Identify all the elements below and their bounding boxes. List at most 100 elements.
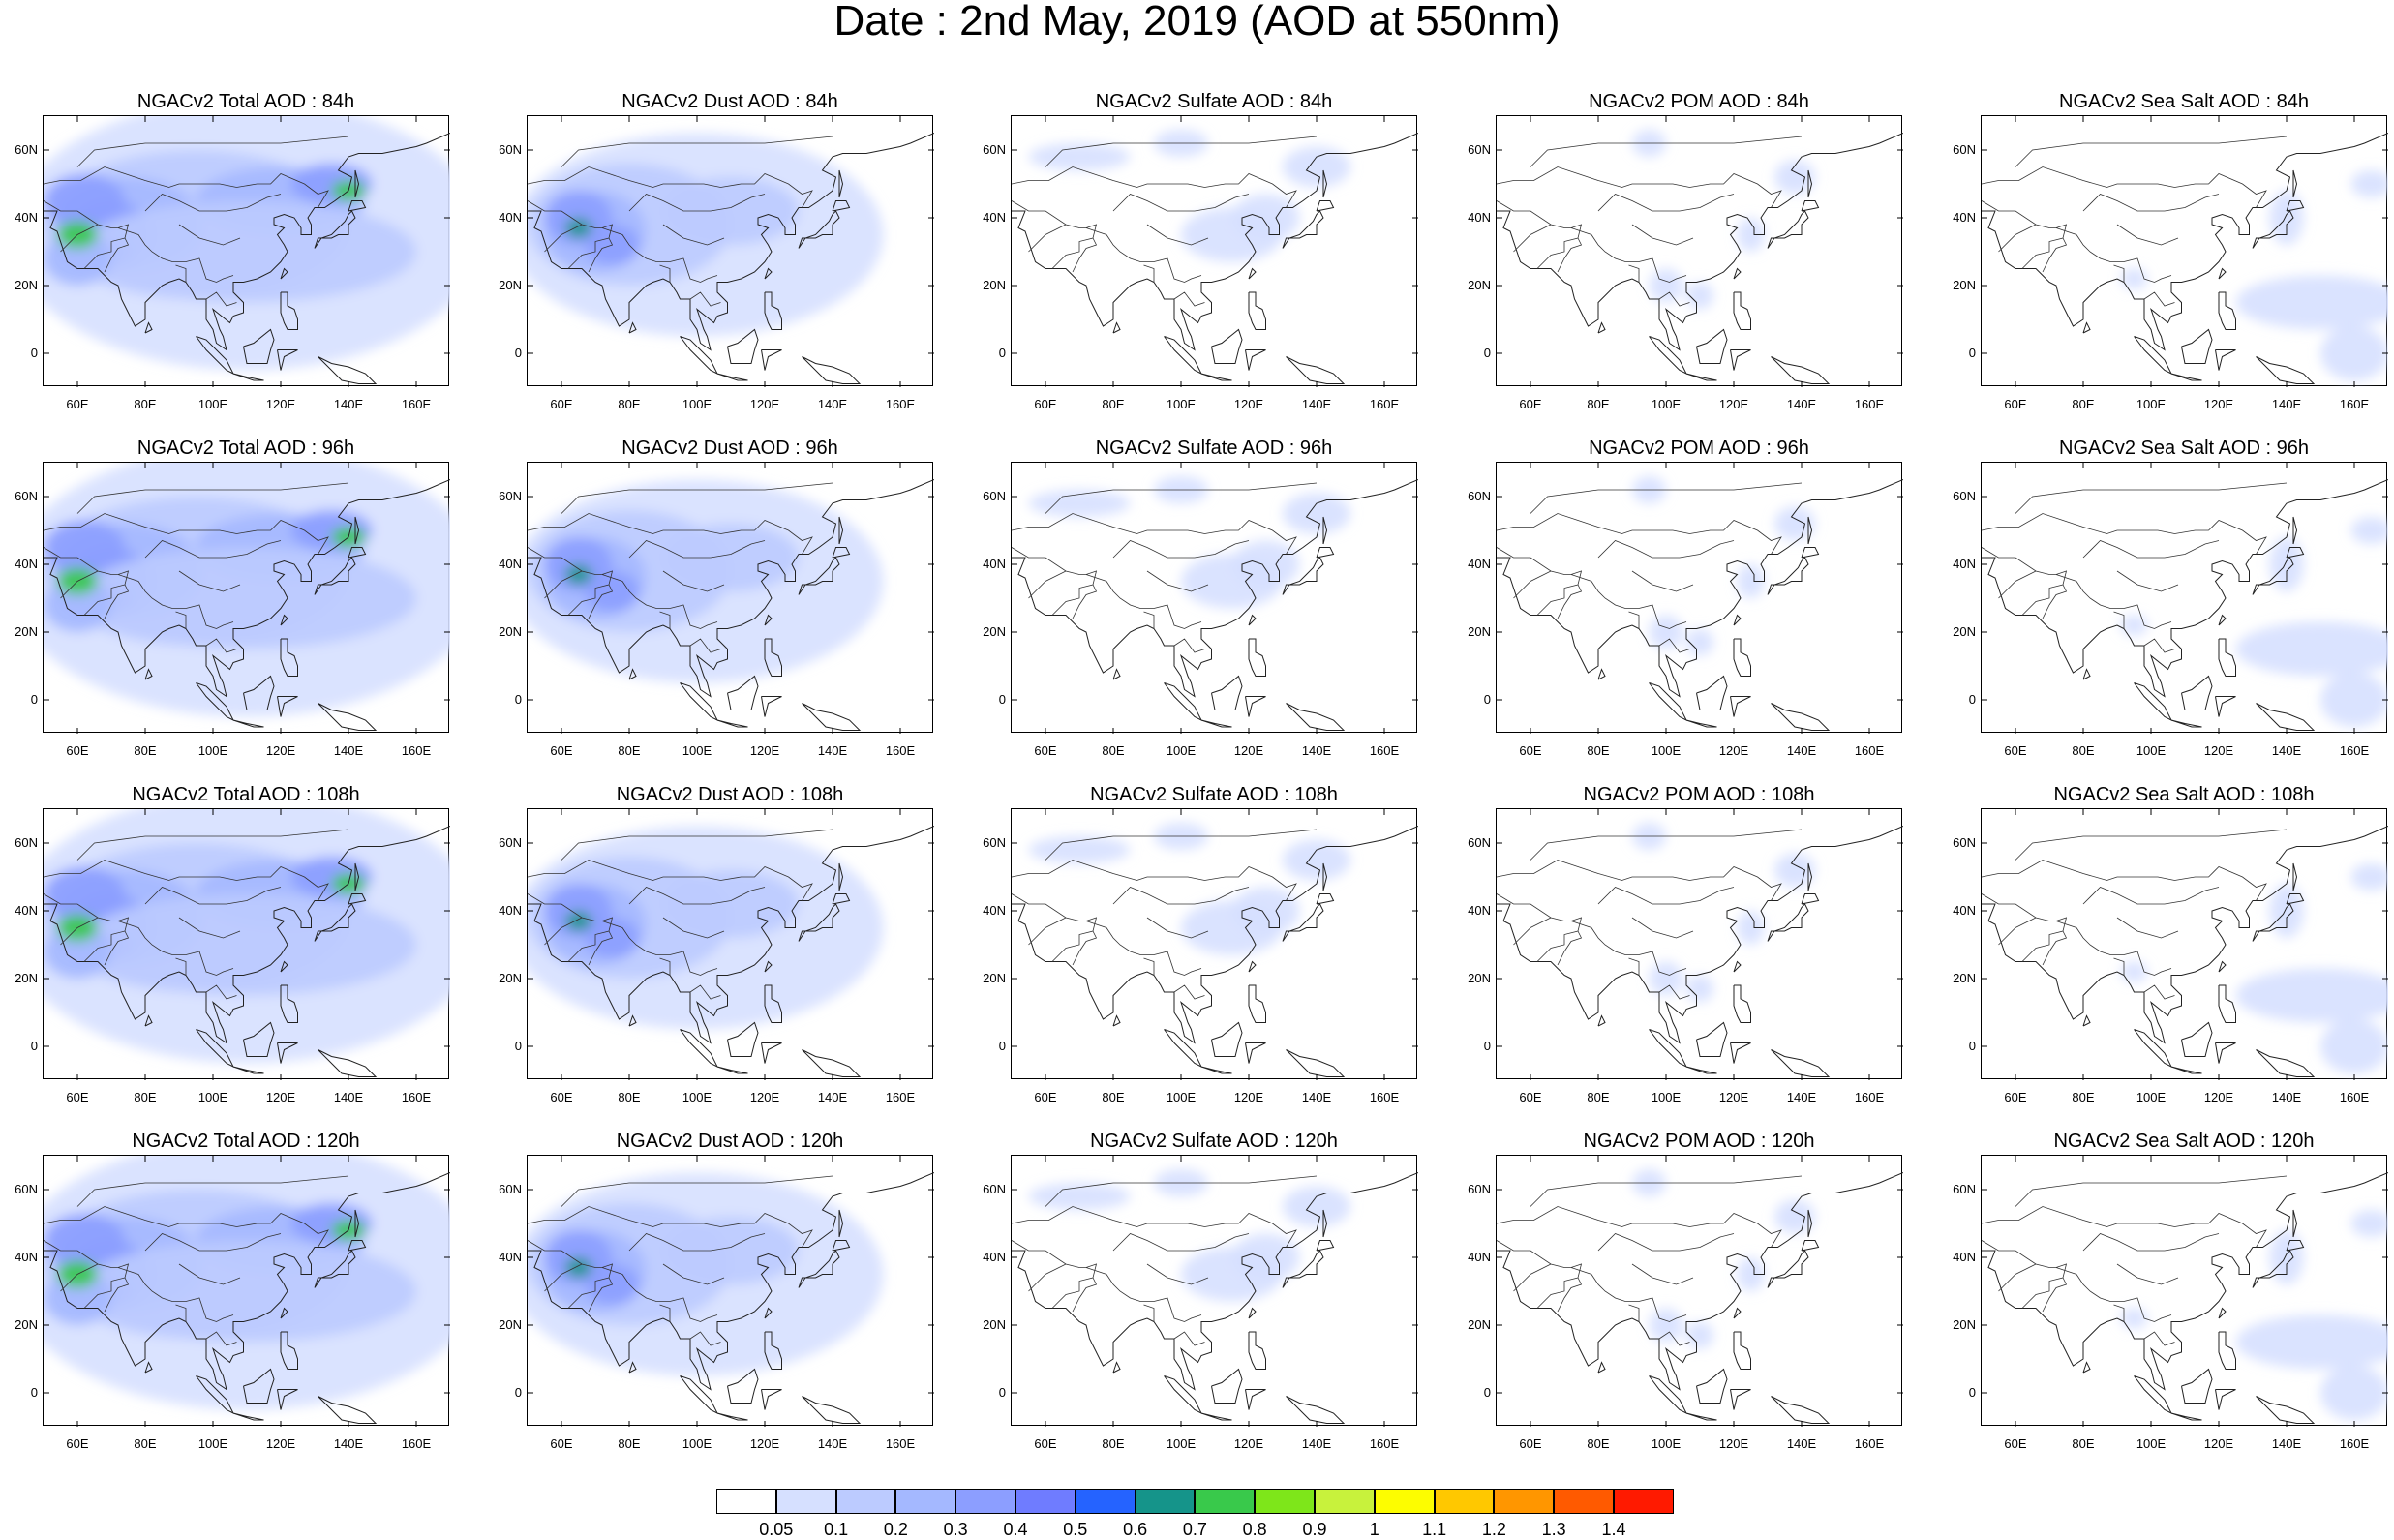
panel-title: NGACv2 Dust AOD : 96h: [621, 438, 838, 459]
y-tick-label: 20N: [15, 624, 38, 639]
aod-plume: [1774, 506, 1815, 541]
aod-plume: [1686, 1321, 1713, 1349]
colorbar-swatch: [1554, 1489, 1614, 1514]
y-tick-label: 40N: [499, 557, 522, 571]
x-tick-label: 100E: [1166, 1090, 1197, 1104]
aod-plume: [1231, 887, 1300, 935]
country-borders: [528, 482, 833, 653]
coastline: [1982, 826, 2388, 1077]
colorbar-label: 0.3: [943, 1520, 968, 1539]
colorbar-swatch: [1494, 1489, 1555, 1514]
y-tick-label: 60N: [499, 142, 522, 157]
x-tick-label: 120E: [749, 1436, 780, 1451]
colorbar-swatch: [1135, 1489, 1196, 1514]
colorbar-swatch: [1315, 1489, 1375, 1514]
x-tick-label: 100E: [1166, 397, 1197, 411]
x-tick-label: 140E: [333, 397, 364, 411]
aod-plume: [564, 564, 592, 585]
colorbar-swatch: [895, 1489, 956, 1514]
y-tick-label: 60N: [983, 835, 1006, 850]
coastline: [1497, 479, 1903, 731]
coastline: [528, 133, 934, 384]
y-tick-label: 20N: [983, 278, 1006, 292]
country-borders: [1012, 1175, 1318, 1346]
aod-plumes: [1028, 476, 1350, 609]
aod-field: [1012, 463, 1418, 734]
aod-field: [1012, 116, 1418, 387]
aod-plume: [2269, 537, 2304, 591]
map-frame: 60N 40N 20N 0 60E 80E 100E 120E 140E 160E: [15, 115, 450, 411]
panel-title: NGACv2 Sea Salt AOD : 108h: [2053, 784, 2315, 805]
y-tick-label: 20N: [1468, 278, 1491, 292]
coastline: [1497, 133, 1903, 384]
x-tick-label: 60E: [66, 397, 89, 411]
aod-plume: [1028, 1183, 1131, 1210]
y-tick-label: 20N: [499, 1317, 522, 1332]
aod-plumes: [1632, 476, 1815, 656]
panel-title: NGACv2 POM AOD : 120h: [1583, 1131, 1815, 1152]
aod-plume: [1686, 975, 1713, 1003]
x-tick-label: 80E: [1102, 1090, 1125, 1104]
coastline: [1497, 1172, 1903, 1424]
panel-title: NGACv2 Total AOD : 120h: [132, 1131, 360, 1152]
aod-plume: [1737, 564, 1765, 598]
x-tick-label: 140E: [1786, 743, 1817, 758]
panel-title: NGACv2 Sea Salt AOD : 84h: [2059, 91, 2309, 112]
y-tick-label: 20N: [1468, 624, 1491, 639]
y-tick-label: 60N: [15, 835, 38, 850]
x-tick-label: 100E: [197, 1436, 228, 1451]
country-borders: [1982, 482, 2288, 653]
y-tick-label: 60N: [15, 142, 38, 157]
y-tick-label: 0: [514, 346, 522, 360]
aod-field: [528, 116, 934, 387]
panel-title: NGACv2 Sulfate AOD : 84h: [1095, 91, 1333, 112]
colorbar-swatch: [1255, 1489, 1315, 1514]
x-tick-label: 80E: [1587, 1090, 1610, 1104]
y-tick-label: 60N: [983, 142, 1006, 157]
x-tick-label: 80E: [134, 743, 157, 758]
aod-plumes: [1632, 1169, 1815, 1349]
panel-title: NGACv2 Sea Salt AOD : 120h: [2053, 1131, 2315, 1152]
aod-plumes: [528, 133, 884, 337]
aod-plume: [2120, 615, 2148, 636]
panel-title: NGACv2 Total AOD : 84h: [136, 91, 355, 112]
panel-title: NGACv2 POM AOD : 96h: [1589, 438, 1809, 459]
aod-plume: [1686, 628, 1713, 656]
x-tick-label: 140E: [817, 743, 848, 758]
y-tick-label: 0: [1483, 692, 1491, 707]
x-tick-label: 160E: [1854, 743, 1885, 758]
x-tick-label: 100E: [197, 1090, 228, 1104]
x-tick-label: 160E: [401, 1436, 432, 1451]
aod-plume: [77, 1240, 416, 1343]
aod-plume: [564, 218, 592, 238]
aod-field: [528, 809, 934, 1080]
aod-plume: [1649, 961, 1683, 996]
x-tick-label: 120E: [1718, 743, 1749, 758]
y-tick-label: 40N: [15, 557, 38, 571]
y-tick-label: 0: [30, 1385, 38, 1400]
colorbar-swatch: [835, 1489, 896, 1514]
colorbar-swatch: [1075, 1489, 1136, 1514]
panel-title: NGACv2 Sulfate AOD : 96h: [1095, 438, 1333, 459]
colorbar-swatch: [1374, 1489, 1435, 1514]
x-tick-label: 80E: [1102, 743, 1125, 758]
x-tick-label: 140E: [1786, 1436, 1817, 1451]
x-tick-label: 100E: [197, 397, 228, 411]
aod-plume: [77, 547, 416, 649]
x-tick-label: 160E: [1369, 1436, 1400, 1451]
aod-field: [1982, 809, 2388, 1080]
x-tick-label: 100E: [1651, 1436, 1682, 1451]
x-tick-label: 120E: [2203, 1090, 2234, 1104]
x-tick-label: 120E: [265, 1090, 296, 1104]
x-tick-label: 120E: [1233, 1090, 1264, 1104]
aod-plume: [2320, 326, 2388, 380]
x-tick-label: 120E: [2203, 397, 2234, 411]
aod-field: [44, 809, 450, 1080]
x-tick-label: 120E: [749, 397, 780, 411]
x-tick-label: 80E: [1587, 1436, 1610, 1451]
y-tick-label: 60N: [983, 1182, 1006, 1196]
map-frame: 60N 40N 20N 0 60E 80E 100E 120E 140E 160E: [983, 1155, 1418, 1451]
coastline: [44, 1172, 450, 1424]
aod-plume: [2235, 621, 2388, 677]
x-tick-label: 160E: [1854, 397, 1885, 411]
